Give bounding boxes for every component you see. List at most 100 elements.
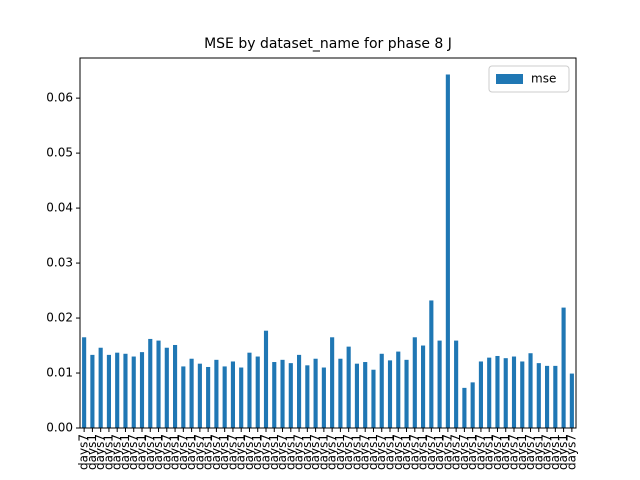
x-tick-label: days1	[201, 434, 215, 470]
x-tick-label: days1	[283, 434, 297, 470]
bar	[313, 358, 318, 428]
bar	[478, 361, 483, 428]
x-tick-label: days1	[118, 434, 132, 470]
x-tick-label: days7	[159, 434, 173, 470]
x-tick-label: days7	[77, 434, 91, 470]
x-tick-label: days1	[184, 434, 198, 470]
x-tick-label: days7	[110, 434, 124, 470]
bar	[404, 359, 409, 428]
x-tick-label: days1	[333, 434, 347, 470]
y-tick-label: 0.05	[46, 146, 73, 160]
x-tick-label: days7	[473, 434, 487, 470]
bar	[280, 359, 285, 428]
bar	[123, 353, 128, 428]
y-tick-label: 0.00	[46, 421, 73, 435]
bar	[396, 351, 401, 428]
bar	[148, 338, 153, 428]
x-tick-label: days7	[564, 434, 578, 470]
x-tick-label: days7	[325, 434, 339, 470]
x-tick-label: days7	[209, 434, 223, 470]
bar	[363, 362, 368, 428]
y-tick-label: 0.06	[46, 91, 73, 105]
x-tick-label: days7	[126, 434, 140, 470]
chart-title: MSE by dataset_name for phase 8 J	[204, 36, 452, 52]
bar	[90, 354, 95, 428]
x-tick-label: days7	[93, 434, 107, 470]
x-tick-label: days7	[407, 434, 421, 470]
bar	[197, 363, 202, 428]
bar	[189, 358, 194, 428]
x-tick-label: days7	[192, 434, 206, 470]
x-tick-label: days1	[416, 434, 430, 470]
bar	[495, 355, 500, 428]
bar	[131, 356, 136, 428]
bar	[222, 366, 227, 428]
bar	[545, 365, 550, 428]
bar	[528, 353, 533, 428]
x-tick-label: days7	[143, 434, 157, 470]
bar	[230, 361, 235, 428]
x-tick-label: days1	[267, 434, 281, 470]
x-tick-label: days7	[242, 434, 256, 470]
bar	[305, 365, 310, 428]
x-tick-label: days7	[308, 434, 322, 470]
bar	[297, 354, 302, 428]
y-tick-label: 0.01	[46, 366, 73, 380]
x-tick-label: days7	[225, 434, 239, 470]
bar	[354, 363, 359, 428]
bar	[511, 356, 517, 428]
legend-label: mse	[531, 72, 556, 86]
x-tick-label: days7	[374, 434, 388, 470]
bar	[520, 361, 525, 428]
bar	[379, 353, 384, 428]
bar	[569, 373, 574, 428]
bar	[371, 369, 376, 428]
x-tick-label: days1	[300, 434, 314, 470]
bar	[263, 330, 269, 428]
bar	[454, 340, 459, 428]
x-tick-label: days7	[507, 434, 521, 470]
bar	[164, 347, 169, 428]
x-tick-label: days1	[316, 434, 330, 470]
x-tick-label: days1	[482, 434, 496, 470]
x-tick-label: days1	[515, 434, 529, 470]
bar	[421, 345, 426, 428]
x-tick-label: days1	[250, 434, 264, 470]
x-tick-label: days1	[349, 434, 363, 470]
bar	[487, 357, 492, 428]
bar	[387, 360, 393, 428]
bar	[181, 366, 186, 428]
bar	[553, 365, 558, 428]
x-tick-label: days1	[101, 434, 115, 470]
bar	[115, 352, 120, 428]
x-tick-label: days1	[465, 434, 479, 470]
bar	[106, 354, 111, 428]
bar	[247, 352, 252, 428]
x-tick-label: days1	[531, 434, 545, 470]
bar	[462, 387, 467, 428]
bar	[437, 340, 442, 428]
bar	[139, 352, 145, 428]
x-tick-label: days1	[498, 434, 512, 470]
x-tick-label: days1	[548, 434, 562, 470]
x-tick-label: days7	[424, 434, 438, 470]
bar	[98, 347, 103, 428]
bar	[82, 337, 87, 428]
x-tick-label: days1	[556, 434, 570, 470]
bar	[156, 340, 161, 428]
x-tick-label: days7	[391, 434, 405, 470]
bar	[412, 337, 417, 428]
x-tick-label: days1	[432, 434, 446, 470]
bar	[206, 366, 211, 428]
x-tick-label: days1	[135, 434, 149, 470]
x-tick-label: days7	[176, 434, 190, 470]
bar	[536, 363, 541, 428]
y-tick-label: 0.03	[46, 256, 73, 270]
x-tick-label: days1	[399, 434, 413, 470]
x-tick-label: days1	[383, 434, 397, 470]
x-tick-label: days1	[85, 434, 99, 470]
bar	[503, 358, 508, 428]
y-tick-label: 0.02	[46, 311, 73, 325]
bar	[173, 344, 178, 428]
